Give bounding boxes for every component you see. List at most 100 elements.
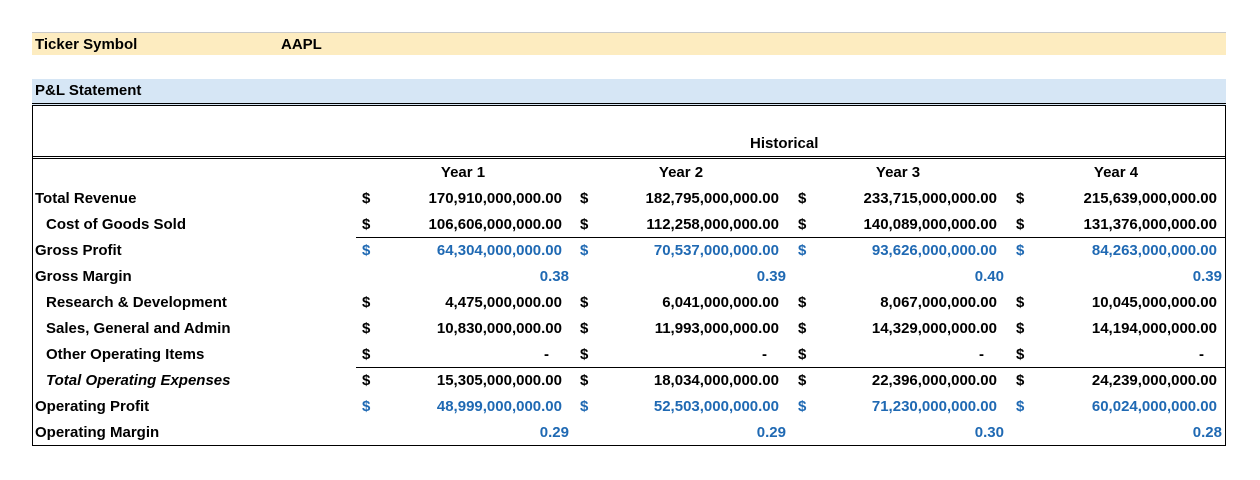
value-cell[interactable]: - xyxy=(762,346,767,363)
currency-symbol: $ xyxy=(580,294,589,311)
value-cell[interactable]: - xyxy=(544,346,549,363)
historical-label: Historical xyxy=(750,135,819,152)
row-label: Cost of Goods Sold xyxy=(46,216,186,233)
currency-symbol: $ xyxy=(1016,294,1025,311)
value-cell[interactable]: 0.30 xyxy=(974,424,1004,441)
currency-symbol: $ xyxy=(362,372,371,389)
table-row: Operating Profit $ 48,999,000,000.00 $ 5… xyxy=(33,393,1225,419)
value-cell[interactable]: 170,910,000,000.00 xyxy=(428,190,562,207)
value-cell[interactable]: 70,537,000,000.00 xyxy=(653,242,779,259)
currency-symbol: $ xyxy=(362,294,371,311)
value-cell[interactable]: 48,999,000,000.00 xyxy=(436,398,562,415)
currency-symbol: $ xyxy=(580,372,589,389)
value-cell[interactable]: 10,045,000,000.00 xyxy=(1091,294,1217,311)
currency-symbol: $ xyxy=(580,398,589,415)
table-row: Gross Margin 0.38 0.39 0.40 0.39 xyxy=(33,263,1225,289)
row-label: Gross Margin xyxy=(35,268,132,285)
currency-symbol: $ xyxy=(798,190,807,207)
value-cell[interactable]: 71,230,000,000.00 xyxy=(871,398,997,415)
table-row: Total Revenue $ 170,910,000,000.00 $ 182… xyxy=(33,185,1225,211)
row-label: Sales, General and Admin xyxy=(46,320,231,337)
row-label: Other Operating Items xyxy=(46,346,205,363)
currency-symbol: $ xyxy=(798,398,807,415)
value-cell[interactable]: 22,396,000,000.00 xyxy=(871,372,997,389)
value-cell[interactable]: 84,263,000,000.00 xyxy=(1091,242,1217,259)
currency-symbol: $ xyxy=(798,320,807,337)
table-row: Gross Profit $ 64,304,000,000.00 $ 70,53… xyxy=(33,237,1225,263)
value-cell[interactable]: 0.28 xyxy=(1192,424,1222,441)
ticker-value-cell[interactable]: AAPL xyxy=(281,36,322,53)
value-cell[interactable]: 0.40 xyxy=(974,268,1004,285)
year-header: Year 2 xyxy=(658,164,704,181)
value-cell[interactable]: 233,715,000,000.00 xyxy=(863,190,997,207)
value-cell[interactable]: 112,258,000,000.00 xyxy=(646,216,779,233)
pl-table: Historical Year 1 Year 2 Year 3 Year 4 T… xyxy=(32,106,1226,446)
currency-symbol: $ xyxy=(362,346,371,363)
currency-symbol: $ xyxy=(1016,372,1025,389)
value-cell[interactable]: 18,034,000,000.00 xyxy=(653,372,779,389)
value-cell[interactable]: 4,475,000,000.00 xyxy=(445,294,562,311)
value-cell[interactable]: 6,041,000,000.00 xyxy=(662,294,779,311)
value-cell[interactable]: 14,194,000,000.00 xyxy=(1091,320,1217,337)
currency-symbol: $ xyxy=(798,346,807,363)
row-label: Operating Profit xyxy=(35,398,150,415)
value-cell[interactable]: 14,329,000,000.00 xyxy=(871,320,997,337)
row-label: Operating Margin xyxy=(35,424,160,441)
value-cell[interactable]: 0.29 xyxy=(539,424,569,441)
years-header-row: Year 1 Year 2 Year 3 Year 4 xyxy=(33,159,1225,185)
spreadsheet: Ticker Symbol AAPL P&L Statement Histori… xyxy=(32,32,1226,446)
value-cell[interactable]: 52,503,000,000.00 xyxy=(653,398,779,415)
section-title: P&L Statement xyxy=(35,82,142,99)
value-cell[interactable]: 182,795,000,000.00 xyxy=(645,190,779,207)
currency-symbol: $ xyxy=(1016,216,1025,233)
ticker-label: Ticker Symbol xyxy=(35,36,138,53)
ticker-row: Ticker Symbol AAPL xyxy=(32,32,1226,55)
value-cell[interactable]: 215,639,000,000.00 xyxy=(1083,190,1217,207)
currency-symbol: $ xyxy=(580,216,589,233)
row-label: Total Operating Expenses xyxy=(46,372,231,389)
value-cell[interactable]: 140,089,000,000.00 xyxy=(863,216,997,233)
blank-row xyxy=(32,55,1226,79)
value-cell[interactable]: - xyxy=(979,346,984,363)
value-cell[interactable]: 8,067,000,000.00 xyxy=(880,294,997,311)
currency-symbol: $ xyxy=(1016,398,1025,415)
row-label: Total Revenue xyxy=(35,190,137,207)
value-cell[interactable]: 0.38 xyxy=(539,268,569,285)
currency-symbol: $ xyxy=(580,320,589,337)
value-cell[interactable]: - xyxy=(1199,346,1204,363)
row-label: Research & Development xyxy=(46,294,227,311)
value-cell[interactable]: 60,024,000,000.00 xyxy=(1091,398,1217,415)
currency-symbol: $ xyxy=(580,190,589,207)
value-cell[interactable]: 0.39 xyxy=(756,268,786,285)
currency-symbol: $ xyxy=(362,190,371,207)
value-cell[interactable]: 64,304,000,000.00 xyxy=(436,242,562,259)
year-header: Year 3 xyxy=(875,164,921,181)
currency-symbol: $ xyxy=(1016,320,1025,337)
subtotal-line xyxy=(356,237,1225,238)
value-cell[interactable]: 24,239,000,000.00 xyxy=(1091,372,1217,389)
currency-symbol: $ xyxy=(1016,346,1025,363)
historical-header-row: Historical xyxy=(33,106,1225,159)
currency-symbol: $ xyxy=(798,372,807,389)
currency-symbol: $ xyxy=(362,216,371,233)
value-cell[interactable]: 131,376,000,000.00 xyxy=(1083,216,1217,233)
currency-symbol: $ xyxy=(580,346,589,363)
value-cell[interactable]: 10,830,000,000.00 xyxy=(436,320,562,337)
currency-symbol: $ xyxy=(1016,190,1025,207)
table-row: Research & Development $ 4,475,000,000.0… xyxy=(33,289,1225,315)
currency-symbol: $ xyxy=(580,242,589,259)
table-row: Other Operating Items $ - $ - $ - $ - xyxy=(33,341,1225,367)
currency-symbol: $ xyxy=(798,294,807,311)
value-cell[interactable]: 93,626,000,000.00 xyxy=(871,242,997,259)
year-header: Year 4 xyxy=(1093,164,1139,181)
value-cell[interactable]: 0.29 xyxy=(756,424,786,441)
value-cell[interactable]: 0.39 xyxy=(1192,268,1222,285)
table-row: Sales, General and Admin $ 10,830,000,00… xyxy=(33,315,1225,341)
currency-symbol: $ xyxy=(362,320,371,337)
currency-symbol: $ xyxy=(1016,242,1025,259)
table-row: Total Operating Expenses $ 15,305,000,00… xyxy=(33,367,1225,393)
currency-symbol: $ xyxy=(362,398,371,415)
value-cell[interactable]: 106,606,000,000.00 xyxy=(428,216,562,233)
value-cell[interactable]: 15,305,000,000.00 xyxy=(436,372,562,389)
value-cell[interactable]: 11,993,000,000.00 xyxy=(654,320,779,337)
